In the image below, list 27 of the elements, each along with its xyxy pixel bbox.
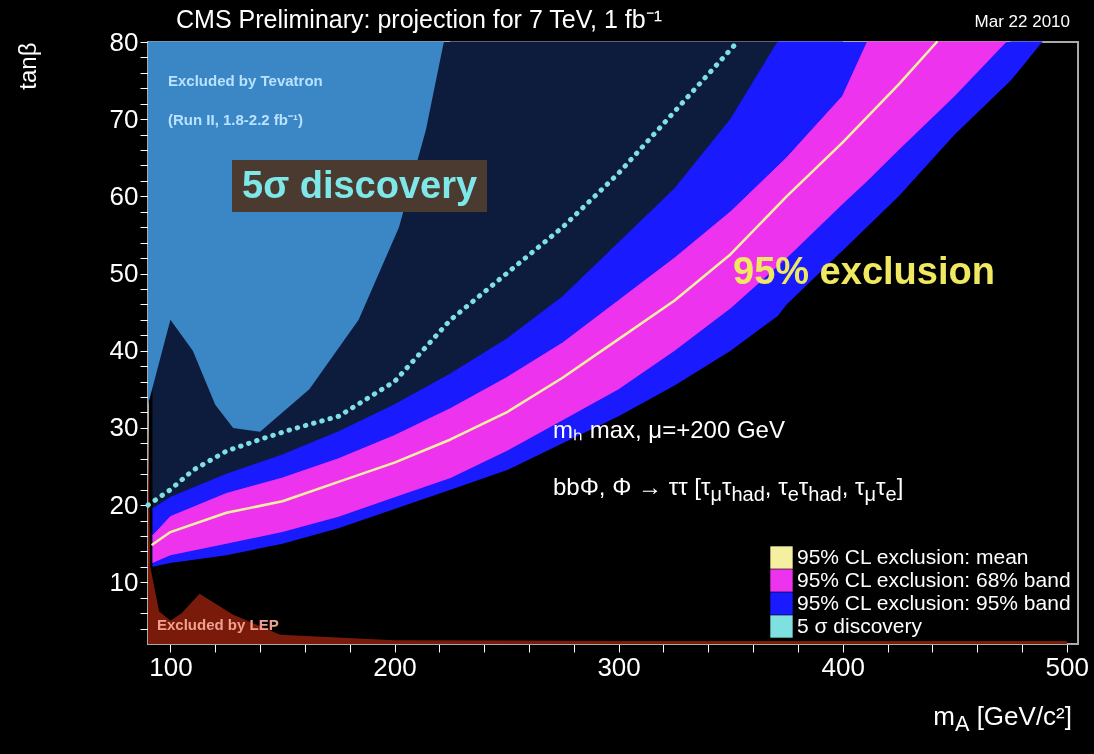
legend-label: 95% CL exclusion: mean bbox=[797, 544, 1029, 568]
x-tick-label: 400 bbox=[821, 651, 865, 682]
legend-label: 5 σ discovery bbox=[797, 613, 923, 637]
chart-subtitle: Mar 22 2010 bbox=[974, 12, 1070, 31]
legend-label: 95% CL exclusion: 95% band bbox=[797, 590, 1071, 614]
annotation: (Run II, 1.8-2.2 fb⁻¹) bbox=[168, 111, 304, 129]
y-tick-label: 70 bbox=[109, 103, 139, 134]
x-tick-label: 200 bbox=[373, 651, 417, 682]
chart-title: CMS Preliminary: projection for 7 TeV, 1 fb⁻¹ bbox=[176, 5, 662, 33]
x-tick-label: 100 bbox=[149, 651, 193, 682]
y-tick-label: 40 bbox=[109, 335, 139, 366]
annotation: mₕ max, μ=+200 GeV bbox=[553, 416, 785, 444]
x-tick-label: 500 bbox=[1045, 651, 1089, 682]
x-axis-title: m$_{A}$ [GeV/c²] bbox=[933, 701, 1072, 738]
y-axis-title: tanβ bbox=[13, 42, 41, 90]
annotation: Excluded by LEP bbox=[157, 616, 279, 634]
annotation: Excluded by Tevatron bbox=[168, 72, 323, 90]
annotation: 5σ discovery bbox=[232, 160, 488, 212]
y-tick-label: 50 bbox=[109, 258, 139, 289]
y-tick-label: 80 bbox=[109, 26, 139, 57]
y-tick-label: 30 bbox=[109, 412, 139, 443]
legend-label: 95% CL exclusion: 68% band bbox=[797, 567, 1071, 591]
y-tick-label: 60 bbox=[109, 180, 139, 211]
y-tick-label: 20 bbox=[109, 489, 139, 520]
y-tick-label: 10 bbox=[109, 566, 139, 597]
x-tick-label: 300 bbox=[597, 651, 641, 682]
text: bbΦ, Φ → ττ [τ$_{μ}$τ$_{had}$, τ$_{e}$τ$_{had}$, τ$_{μ}$τ$_{e}$] bbox=[553, 473, 904, 505]
